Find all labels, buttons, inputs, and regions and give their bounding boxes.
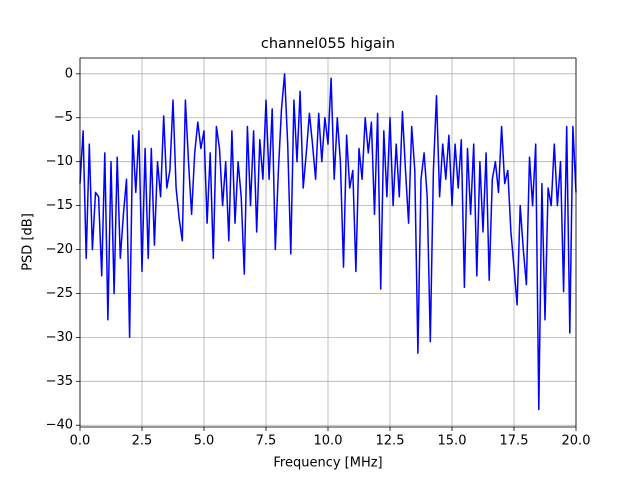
- y-tick-label: −20: [46, 242, 73, 257]
- y-tick-label: −5: [54, 110, 73, 125]
- y-tick-label: −35: [46, 374, 73, 389]
- x-tick-label: 12.5: [376, 434, 405, 449]
- plot-frame: [79, 57, 577, 428]
- y-tick-label: −25: [46, 286, 73, 301]
- data-line: [79, 73, 577, 411]
- y-tick-label: 0: [65, 66, 73, 81]
- x-tick-label: 10.0: [314, 434, 343, 449]
- x-tick-label: 5.0: [194, 434, 215, 449]
- y-axis-label: PSD [dB]: [21, 213, 36, 271]
- x-axis-label: Frequency [MHz]: [273, 456, 382, 471]
- x-tick-label: 2.5: [132, 434, 153, 449]
- y-tick-label: −30: [46, 330, 73, 345]
- x-tick-label: 0.0: [70, 434, 91, 449]
- chart-title: channel055 higain: [261, 36, 395, 52]
- y-tick-label: −15: [46, 198, 73, 213]
- y-tick-label: −40: [46, 418, 73, 433]
- x-tick-label: 17.5: [500, 434, 529, 449]
- x-tick-label: 7.5: [256, 434, 277, 449]
- x-tick-label: 20.0: [562, 434, 591, 449]
- y-tick-label: −10: [46, 154, 73, 169]
- x-tick-label: 15.0: [438, 434, 467, 449]
